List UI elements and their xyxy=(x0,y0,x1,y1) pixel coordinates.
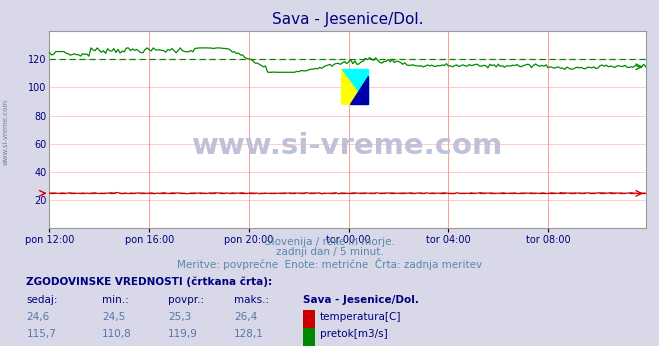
Text: zadnji dan / 5 minut.: zadnji dan / 5 minut. xyxy=(275,247,384,257)
Text: 115,7: 115,7 xyxy=(26,329,56,339)
Text: sedaj:: sedaj: xyxy=(26,295,58,305)
Text: 26,4: 26,4 xyxy=(234,312,257,322)
Text: www.si-vreme.com: www.si-vreme.com xyxy=(2,98,9,165)
Text: www.si-vreme.com: www.si-vreme.com xyxy=(192,131,503,160)
Text: maks.:: maks.: xyxy=(234,295,269,305)
Text: 25,3: 25,3 xyxy=(168,312,191,322)
Text: 119,9: 119,9 xyxy=(168,329,198,339)
Text: ZGODOVINSKE VREDNOSTI (črtkana črta):: ZGODOVINSKE VREDNOSTI (črtkana črta): xyxy=(26,277,272,287)
Polygon shape xyxy=(349,76,368,104)
Polygon shape xyxy=(341,69,368,104)
Text: 110,8: 110,8 xyxy=(102,329,132,339)
Text: Sava - Jesenice/Dol.: Sava - Jesenice/Dol. xyxy=(303,295,419,305)
Text: min.:: min.: xyxy=(102,295,129,305)
Text: povpr.:: povpr.: xyxy=(168,295,204,305)
Text: Meritve: povprečne  Enote: metrične  Črta: zadnja meritev: Meritve: povprečne Enote: metrične Črta:… xyxy=(177,258,482,270)
Text: 24,6: 24,6 xyxy=(26,312,49,322)
Polygon shape xyxy=(341,69,368,104)
Text: 24,5: 24,5 xyxy=(102,312,125,322)
Text: pretok[m3/s]: pretok[m3/s] xyxy=(320,329,387,339)
Title: Sava - Jesenice/Dol.: Sava - Jesenice/Dol. xyxy=(272,12,423,27)
Text: temperatura[C]: temperatura[C] xyxy=(320,312,401,322)
Text: Slovenija / reke in morje.: Slovenija / reke in morje. xyxy=(264,237,395,247)
Text: 128,1: 128,1 xyxy=(234,329,264,339)
